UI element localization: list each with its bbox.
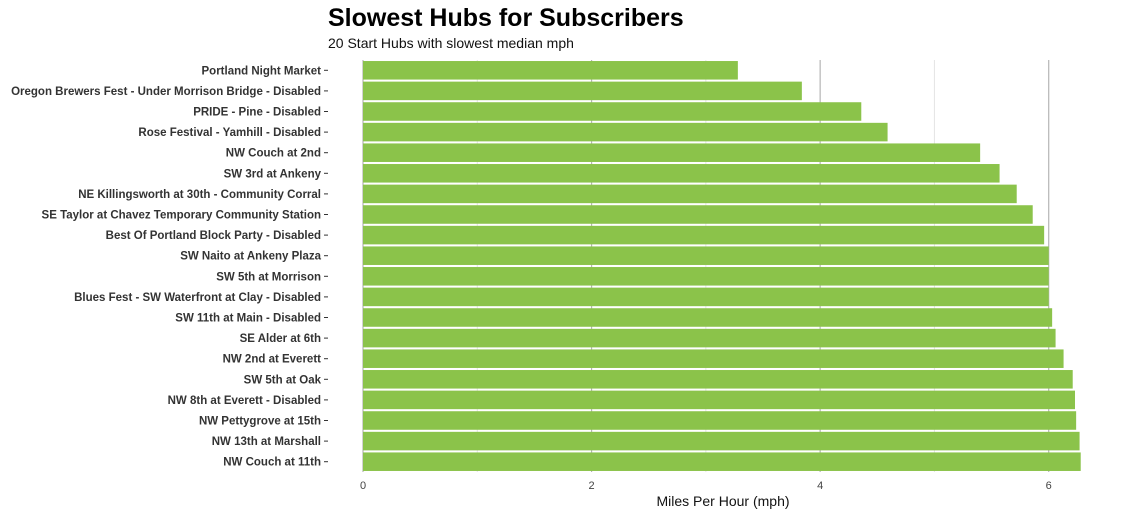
x-axis-title: Miles Per Hour (mph) xyxy=(656,493,789,509)
y-category-label: SE Alder at 6th xyxy=(240,333,321,345)
bar xyxy=(363,390,1075,410)
bar xyxy=(363,122,888,142)
y-category-label: SW 5th at Oak xyxy=(244,374,322,386)
bar xyxy=(363,349,1064,368)
y-category-label: SW 11th at Main - Disabled xyxy=(175,313,321,325)
chart-title: Slowest Hubs for Subscribers xyxy=(328,4,684,32)
bar xyxy=(363,184,1017,204)
bar xyxy=(363,81,802,101)
x-tick-label: 2 xyxy=(589,480,595,492)
bar xyxy=(363,431,1080,451)
bar xyxy=(363,267,1049,286)
bar xyxy=(363,370,1073,389)
bar xyxy=(363,328,1056,348)
y-category-label: NW 8th at Everett - Disabled xyxy=(168,395,321,407)
y-category-label: Blues Fest - SW Waterfront at Clay - Dis… xyxy=(74,292,321,304)
y-category-label: Portland Night Market xyxy=(202,65,322,77)
y-category-label: SW 3rd at Ankeny xyxy=(224,168,322,180)
y-category-label: NW Couch at 2nd xyxy=(226,148,321,160)
x-tick-label: 4 xyxy=(817,480,823,492)
bar xyxy=(363,308,1053,327)
chart-subtitle: 20 Start Hubs with slowest median mph xyxy=(328,35,574,51)
bar xyxy=(363,287,1049,307)
y-category-label: SW Naito at Ankeny Plaza xyxy=(180,251,321,263)
bar xyxy=(363,143,981,162)
y-category-label: SW 5th at Morrison xyxy=(216,271,321,283)
y-category-label: PRIDE - Pine - Disabled xyxy=(193,107,321,119)
y-category-label: Oregon Brewers Fest - Under Morrison Bri… xyxy=(11,86,321,98)
bar xyxy=(363,205,1033,224)
y-category-label: NE Killingsworth at 30th - Community Cor… xyxy=(78,189,321,201)
bar xyxy=(363,102,862,121)
x-tick-label: 6 xyxy=(1046,480,1052,492)
y-category-label: SE Taylor at Chavez Temporary Community … xyxy=(42,210,321,222)
bar xyxy=(363,411,1077,430)
x-axis-ticks: 0 2 4 6 xyxy=(360,480,1052,492)
y-category-label: NW 2nd at Everett xyxy=(223,354,322,366)
y-category-label: Best Of Portland Block Party - Disabled xyxy=(106,230,321,242)
y-category-label: Rose Festival - Yamhill - Disabled xyxy=(138,127,321,139)
y-axis-labels: Portland Night Market Oregon Brewers Fest… xyxy=(11,65,328,469)
grid-layer xyxy=(362,60,1050,472)
bar xyxy=(363,225,1045,245)
x-tick-label: 0 xyxy=(360,480,366,492)
bar xyxy=(363,452,1081,471)
y-category-label: NW Pettygrove at 15th xyxy=(199,416,321,428)
bar xyxy=(363,61,738,80)
bar xyxy=(363,164,1000,183)
y-category-label: NW 13th at Marshall xyxy=(212,436,321,448)
y-category-label: NW Couch at 11th xyxy=(223,457,321,469)
bar xyxy=(363,246,1049,265)
bar-layer xyxy=(363,61,1081,471)
